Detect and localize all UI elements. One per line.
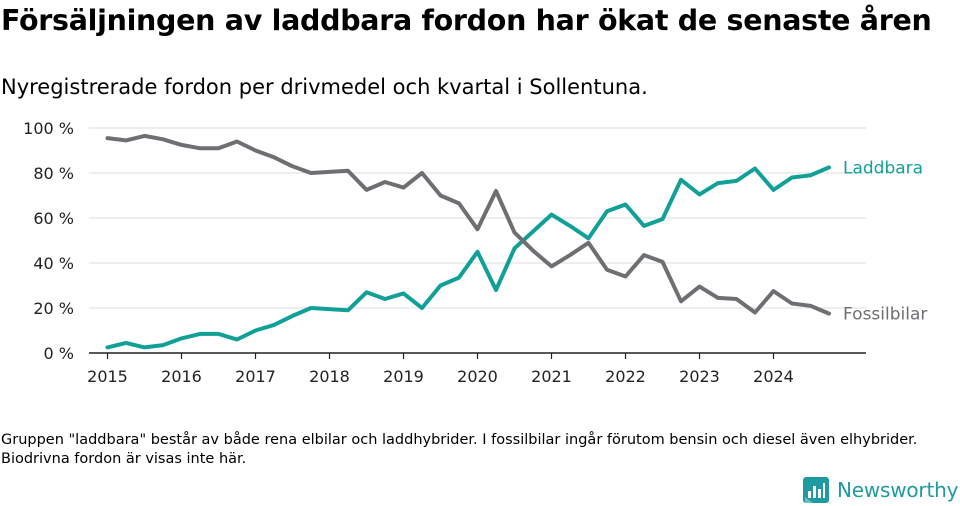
x-tick-label: 2021 (531, 367, 572, 386)
line-chart: 0 % 20 % 40 % 60 % 80 % 100 % 2015 2016 2017 2018… (23, 119, 927, 386)
chart-subtitle: Nyregistrerade fordon per drivmedel och … (1, 75, 648, 99)
y-tick-label: 40 % (33, 254, 74, 273)
newsworthy-logo[interactable]: Newsworthy (803, 474, 958, 506)
y-tick-label: 0 % (44, 344, 74, 363)
x-tick-label: 2020 (457, 367, 498, 386)
x-tick-label: 2015 (87, 367, 128, 386)
series-line-laddbara (105, 165, 831, 350)
y-tick-label: 60 % (33, 209, 74, 228)
x-tick-label: 2022 (605, 367, 646, 386)
footnote: Gruppen "laddbara" består av både rena e… (1, 432, 918, 467)
series-line-fossilbilar (105, 133, 831, 316)
y-tick-label: 20 % (33, 299, 74, 318)
x-tick-label: 2024 (753, 367, 794, 386)
x-tick-label: 2023 (679, 367, 720, 386)
newsworthy-logo-icon (803, 477, 829, 503)
series-label-laddbara: Laddbara (843, 158, 923, 178)
x-tick-label: 2019 (383, 367, 424, 386)
y-tick-label: 100 % (23, 119, 74, 138)
x-tick-label: 2017 (235, 367, 276, 386)
x-tick-label: 2016 (161, 367, 202, 386)
series-label-fossilbilar: Fossilbilar (843, 305, 927, 325)
y-tick-label: 80 % (33, 164, 74, 183)
x-tick-label: 2018 (309, 367, 350, 386)
chart-title: Försäljningen av laddbara fordon har öka… (1, 4, 932, 37)
newsworthy-logo-text: Newsworthy (837, 478, 959, 502)
